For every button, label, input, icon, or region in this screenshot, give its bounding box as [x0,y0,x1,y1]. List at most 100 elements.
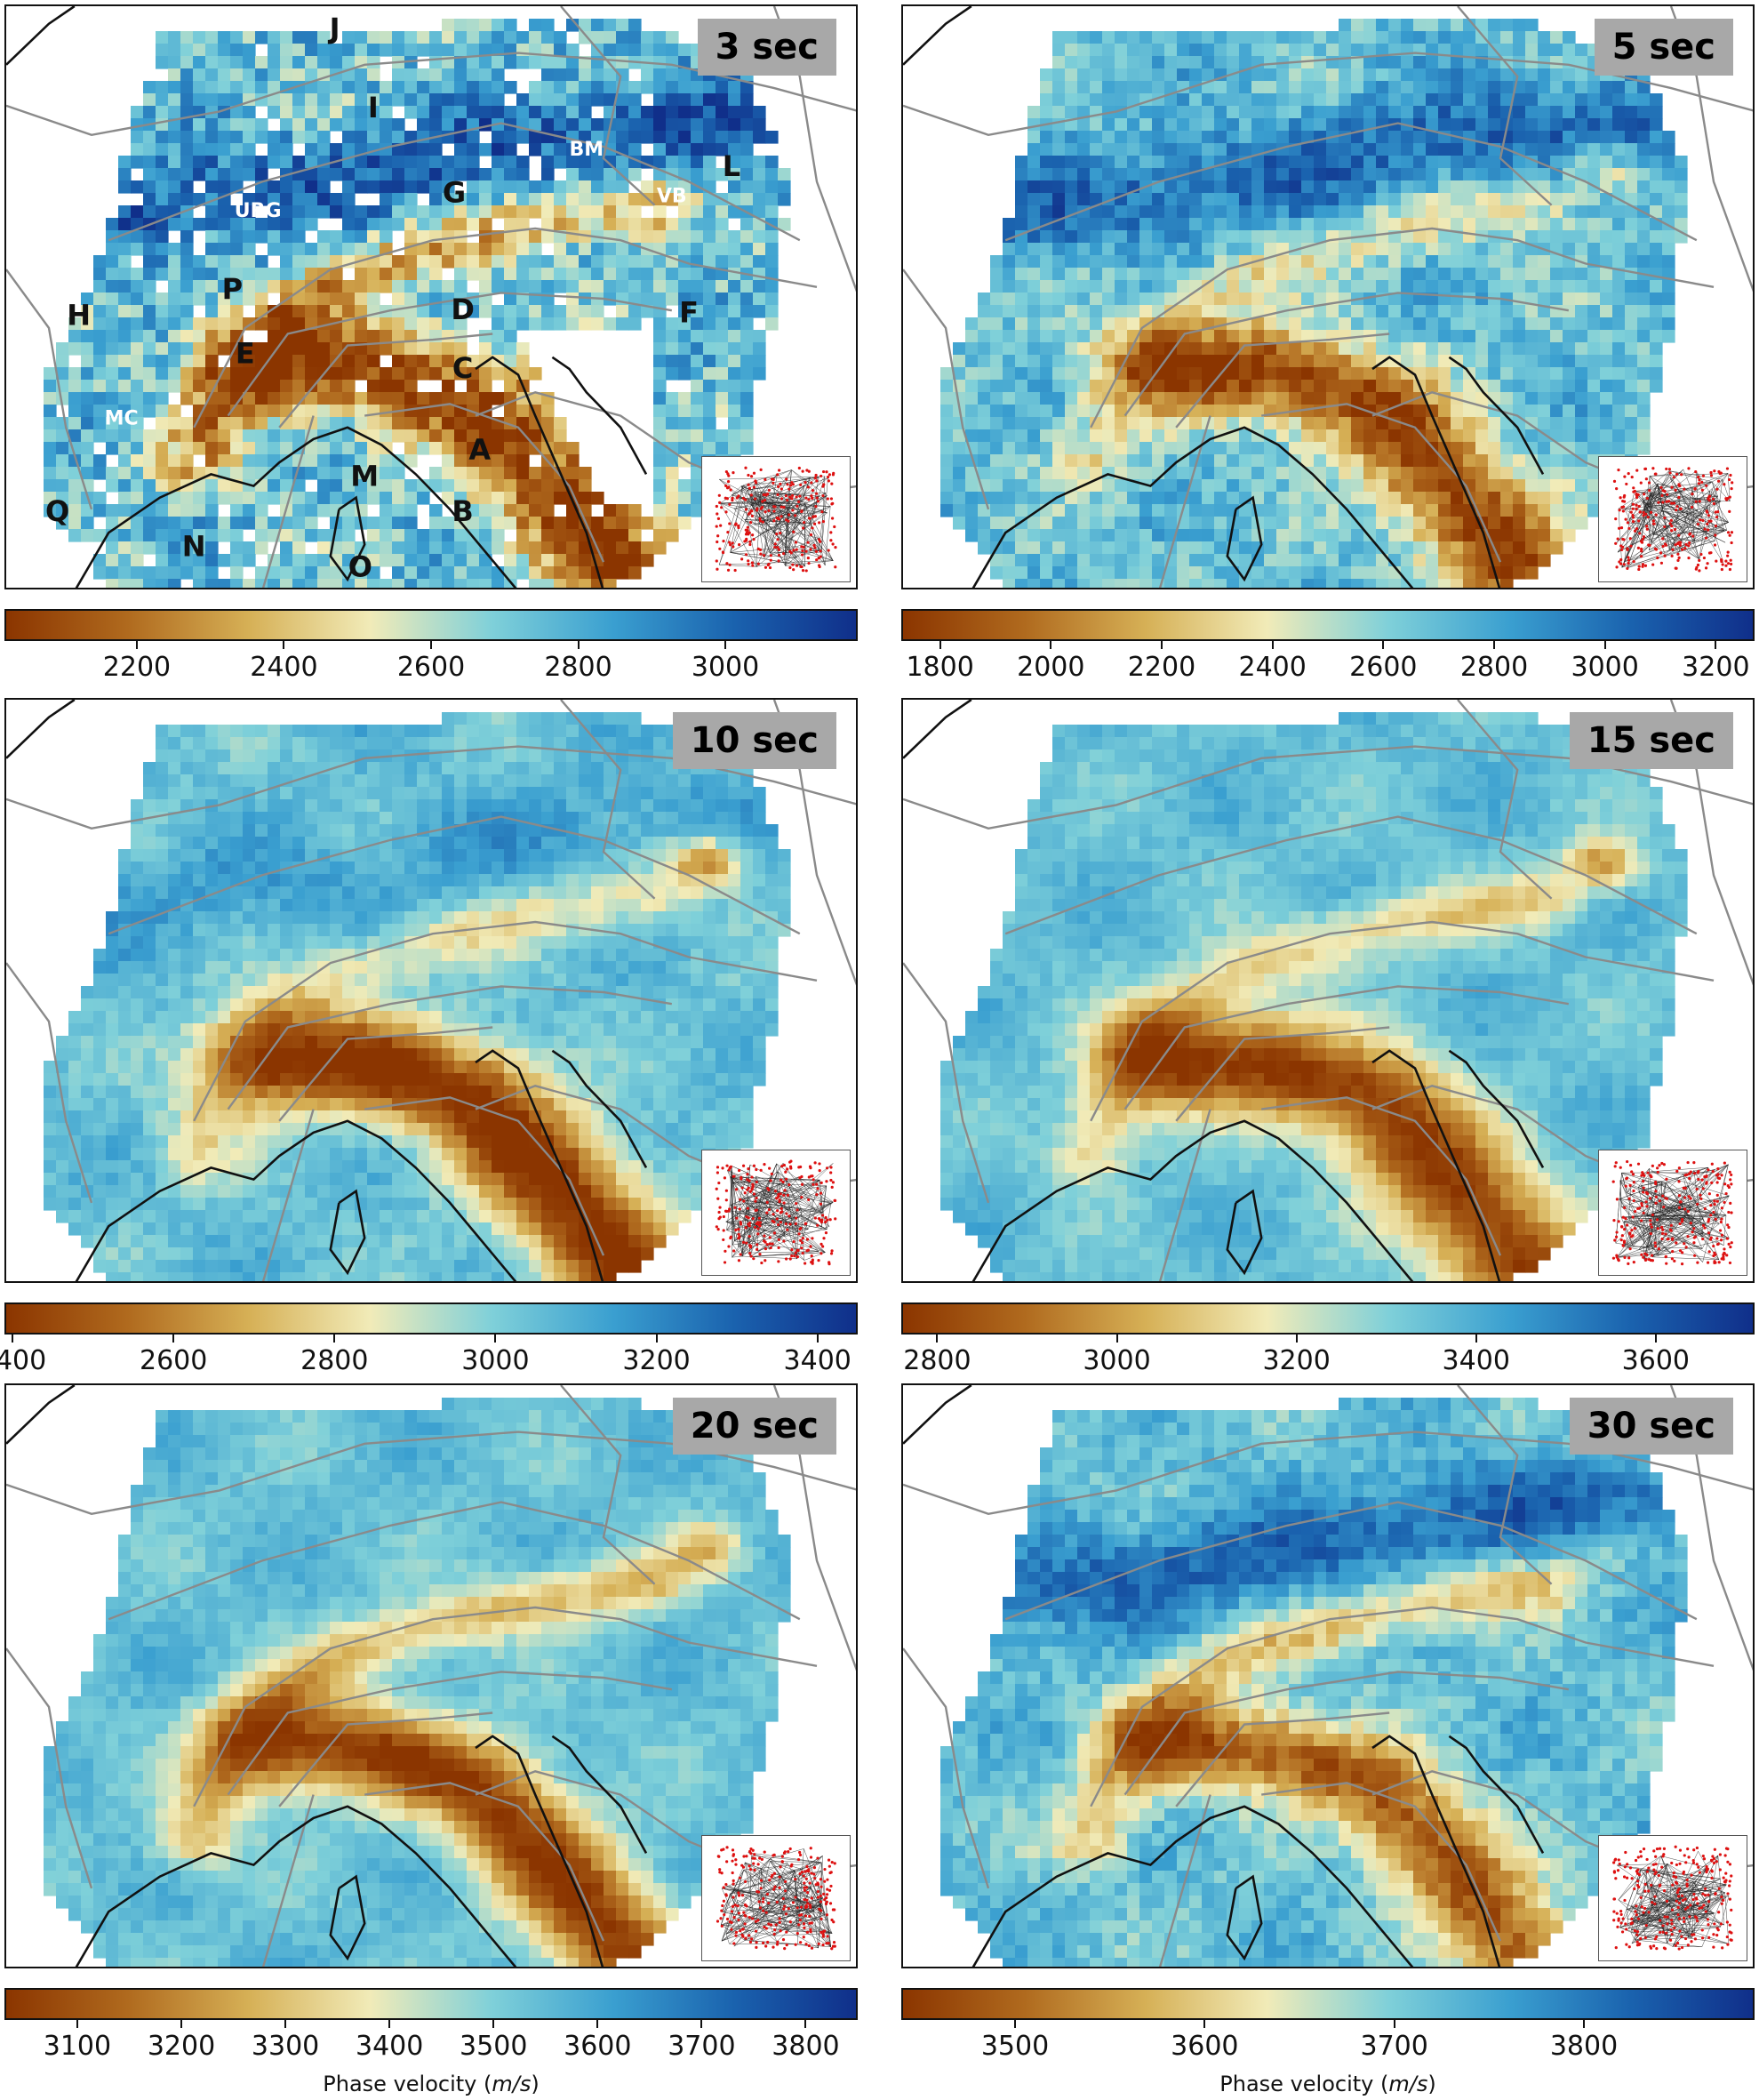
colorbar-tick-mark [76,2020,78,2028]
map-panel-6: 30 sec [901,1383,1755,1968]
colorbar-tick-label: 3400 [1442,1345,1510,1376]
colorbar-5 [4,1988,858,2020]
station-network-inset [701,1150,851,1276]
region-label-p: P [222,272,243,306]
velocity-heatmap-1: J I BM L G VB URG P D F H E C MC A M Q B N O [6,6,856,588]
tectonic-lines [6,700,856,1281]
colorbar-tick-label: 3000 [461,1345,530,1376]
colorbar-tick-label: 2800 [1459,652,1529,683]
colorbar-title-part: m/s [1388,2072,1428,2096]
colorbar-tick-mark [12,1335,14,1343]
map-panel-5: 20 sec [4,1383,858,1968]
colorbar-tick-label: 3600 [1171,2031,1239,2062]
region-label-bm: BM [569,139,604,161]
coastlines [903,700,1545,1281]
station-network-inset [1598,1835,1747,1961]
map-panel-3: 10 sec [4,698,858,1283]
network-rays [719,469,834,567]
colorbar-tick-label: 3200 [622,1345,691,1376]
period-label: 20 sec [672,1398,836,1455]
colorbar-tick-mark [1603,641,1606,649]
region-label-f: F [679,295,699,329]
colorbar-tick-label: 3200 [147,2031,216,2062]
colorbar-tick-label: 3500 [460,2031,528,2062]
colorbar-tick-mark [1295,1335,1298,1343]
colorbar-title-part: ) [531,2072,540,2096]
region-label-n: N [182,530,206,564]
colorbar-tick-label: 3400 [355,2031,424,2062]
region-label-j: J [328,12,340,45]
colorbar-tick-mark [1393,2020,1395,2028]
colorbar-tick-mark [1583,2020,1585,2028]
map-panel-1: J I BM L G VB URG P D F H E C MC A M Q B N O 3 sec [4,4,858,589]
colorbar-title-part: Phase velocity ( [323,2072,492,2096]
colorbar-tick-label: 3600 [1621,1345,1691,1376]
heatmap-cells [940,1398,1688,1967]
region-label-urg: URG [235,200,282,222]
colorbar-tick-mark [1160,641,1163,649]
region-label-d: D [451,293,475,326]
heatmap-cells [44,19,791,588]
region-label-mc: MC [105,407,139,429]
station-network-inset [1598,456,1747,582]
colorbar-title-part: ) [1427,2072,1436,2096]
colorbar-tick-mark [135,641,138,649]
region-label-a: A [468,433,491,467]
colorbar-tick-mark [804,2020,807,2028]
colorbar-tick-mark [596,2020,599,2028]
network-rays [1615,1164,1730,1262]
colorbar-4 [901,1302,1755,1335]
colorbar-tick-label: 3800 [772,2031,840,2062]
colorbar-tick-mark [430,641,432,649]
coastlines [903,1385,1545,1967]
colorbar-tick-mark [492,2020,495,2028]
colorbar-tick-mark [388,2020,391,2028]
colorbar-tick-mark [1115,1335,1118,1343]
period-label: 15 sec [1569,712,1733,769]
map-panel-2: 5 sec [901,4,1755,589]
colorbar-1 [4,609,858,641]
period-label: 30 sec [1569,1398,1733,1455]
velocity-heatmap-3 [6,700,856,1281]
region-label-i: I [368,91,379,124]
colorbar-tick-label: 2400 [0,1345,47,1376]
coastlines [903,6,1545,588]
colorbar-tick-label: 3500 [980,2031,1050,2062]
colorbar-tick-label: 2600 [140,1345,208,1376]
heatmap-cells [44,1398,791,1967]
period-label: 10 sec [672,712,836,769]
colorbar-tick-label: 3200 [1682,652,1750,683]
colorbar-tick-label: 2800 [544,652,612,683]
station-dots [715,466,837,573]
colorbar-tick-label: 3700 [1360,2031,1428,2062]
heatmap-cells [940,19,1688,588]
colorbar-tick-label: 3000 [1083,1345,1151,1376]
colorbar-tick-label: 2400 [1238,652,1307,683]
colorbar-2 [901,609,1755,641]
colorbar-tick-label: 3600 [564,2031,632,2062]
region-label-g: G [443,175,466,209]
period-label: 3 sec [697,19,836,76]
colorbar-tick-label: 2800 [300,1345,369,1376]
coastlines [6,1385,648,1967]
station-dots [1612,1845,1733,1951]
region-label-b: B [452,494,473,528]
tectonic-lines [6,1385,856,1967]
colorbar-tick-mark [1654,1335,1657,1343]
colorbar-tick-label: 3800 [1549,2031,1619,2062]
period-label: 5 sec [1594,19,1733,76]
colorbar-tick-mark [816,1335,819,1343]
colorbar-tick-mark [1203,2020,1206,2028]
colorbar-tick-label: 3000 [691,652,760,683]
colorbar-tick-label: 3000 [1571,652,1639,683]
velocity-heatmap-2 [903,6,1753,588]
region-label-vb: VB [657,185,687,207]
region-label-o: O [348,550,372,584]
station-network-inset [1598,1150,1747,1276]
network-rays [1617,1851,1730,1947]
colorbar-tick-label: 2400 [250,652,318,683]
colorbar-tick-mark [655,1335,658,1343]
network-rays [721,1848,833,1949]
colorbar-tick-label: 3100 [43,2031,112,2062]
region-label-h: H [67,299,91,333]
